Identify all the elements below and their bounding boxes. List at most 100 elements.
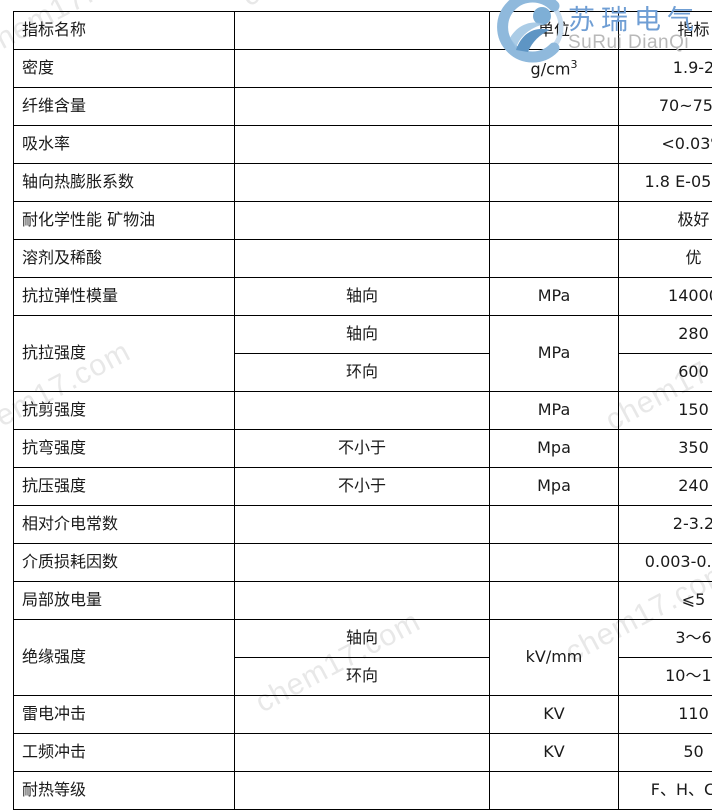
cell-unit: kV/mm	[490, 620, 619, 696]
cell-indicator-name: 工频冲击	[14, 734, 235, 772]
table-row: 抗拉弹性模量轴向MPa14000	[14, 278, 712, 316]
cell-indicator-name: 溶剂及稀酸	[14, 240, 235, 278]
cell-sub-condition	[235, 772, 490, 810]
cell-unit: KV	[490, 734, 619, 772]
header-cell-unit: 单位	[490, 12, 619, 50]
cell-sub-condition: 环向	[235, 354, 490, 392]
header-cell-sub	[235, 12, 490, 50]
cell-indicator-name: 抗拉弹性模量	[14, 278, 235, 316]
table-row: 纤维含量 70~75%	[14, 88, 712, 126]
cell-indicator-name: 耐热等级	[14, 772, 235, 810]
cell-value: 350	[619, 430, 712, 468]
table-row: 局部放电量 ⩽5	[14, 582, 712, 620]
cell-value: 280	[619, 316, 712, 354]
table-row: 吸水率 <0.03%	[14, 126, 712, 164]
cell-value: 10～12	[619, 658, 712, 696]
cell-sub-condition	[235, 392, 490, 430]
cell-unit	[490, 126, 619, 164]
cell-value: 50	[619, 734, 712, 772]
cell-value: 3～6	[619, 620, 712, 658]
cell-unit: MPa	[490, 316, 619, 392]
cell-sub-condition	[235, 50, 490, 88]
cell-value: 1.8 E-05 1/K	[619, 164, 712, 202]
cell-indicator-name: 抗剪强度	[14, 392, 235, 430]
cell-unit	[490, 544, 619, 582]
cell-unit	[490, 88, 619, 126]
table-row: 介质损耗因数 0.003-0.015	[14, 544, 712, 582]
cell-indicator-name: 密度	[14, 50, 235, 88]
cell-indicator-name: 抗弯强度	[14, 430, 235, 468]
cell-value: 600	[619, 354, 712, 392]
cell-value: 极好	[619, 202, 712, 240]
cell-indicator-name: 介质损耗因数	[14, 544, 235, 582]
cell-indicator-name: 吸水率	[14, 126, 235, 164]
cell-indicator-name: 雷电冲击	[14, 696, 235, 734]
cell-indicator-name: 相对介电常数	[14, 506, 235, 544]
cell-sub-condition	[235, 240, 490, 278]
cell-unit	[490, 240, 619, 278]
cell-sub-condition	[235, 734, 490, 772]
cell-unit	[490, 772, 619, 810]
table-row: 耐热等级 F、H、C 级	[14, 772, 712, 810]
table-header-row: 指标名称 单位 指标	[14, 12, 712, 50]
cell-unit: MPa	[490, 392, 619, 430]
table-row: 溶剂及稀酸 优	[14, 240, 712, 278]
cell-unit: Mpa	[490, 468, 619, 506]
cell-value: F、H、C 级	[619, 772, 712, 810]
table-row: 相对介电常数 2-3.2	[14, 506, 712, 544]
cell-sub-condition	[235, 88, 490, 126]
cell-value: 优	[619, 240, 712, 278]
cell-sub-condition: 轴向	[235, 620, 490, 658]
table-body: 指标名称 单位 指标 密度g/cm31.9-2纤维含量70~75%吸水率<0.0…	[14, 12, 712, 810]
cell-indicator-name: 抗压强度	[14, 468, 235, 506]
cell-value: <0.03%	[619, 126, 712, 164]
cell-sub-condition: 环向	[235, 658, 490, 696]
table-row: 轴向热膨胀系数 1.8 E-05 1/K	[14, 164, 712, 202]
cell-value: 240	[619, 468, 712, 506]
cell-unit	[490, 582, 619, 620]
cell-indicator-name: 纤维含量	[14, 88, 235, 126]
cell-unit: g/cm3	[490, 50, 619, 88]
cell-value: 70~75%	[619, 88, 712, 126]
cell-sub-condition	[235, 126, 490, 164]
cell-sub-condition: 轴向	[235, 316, 490, 354]
table-row: 耐化学性能 矿物油 极好	[14, 202, 712, 240]
cell-sub-condition	[235, 582, 490, 620]
cell-sub-condition: 轴向	[235, 278, 490, 316]
cell-unit	[490, 506, 619, 544]
cell-indicator-name: 局部放电量	[14, 582, 235, 620]
cell-indicator-name: 耐化学性能 矿物油	[14, 202, 235, 240]
cell-unit	[490, 164, 619, 202]
cell-sub-condition	[235, 164, 490, 202]
cell-sub-condition	[235, 544, 490, 582]
cell-unit: Mpa	[490, 430, 619, 468]
cell-value: 0.003-0.015	[619, 544, 712, 582]
cell-value: 110	[619, 696, 712, 734]
cell-sub-condition: 不小于	[235, 430, 490, 468]
cell-value: 14000	[619, 278, 712, 316]
cell-sub-condition	[235, 202, 490, 240]
cell-sub-condition: 不小于	[235, 468, 490, 506]
cell-indicator-name: 绝缘强度	[14, 620, 235, 696]
cell-unit: MPa	[490, 278, 619, 316]
header-cell-value: 指标	[619, 12, 712, 50]
header-cell-name: 指标名称	[14, 12, 235, 50]
cell-unit: KV	[490, 696, 619, 734]
cell-indicator-name: 轴向热膨胀系数	[14, 164, 235, 202]
cell-indicator-name: 抗拉强度	[14, 316, 235, 392]
cell-sub-condition	[235, 696, 490, 734]
specification-table: 指标名称 单位 指标 密度g/cm31.9-2纤维含量70~75%吸水率<0.0…	[13, 11, 712, 810]
cell-sub-condition	[235, 506, 490, 544]
cell-value: 150	[619, 392, 712, 430]
cell-value: ⩽5	[619, 582, 712, 620]
cell-unit	[490, 202, 619, 240]
cell-value: 2-3.2	[619, 506, 712, 544]
